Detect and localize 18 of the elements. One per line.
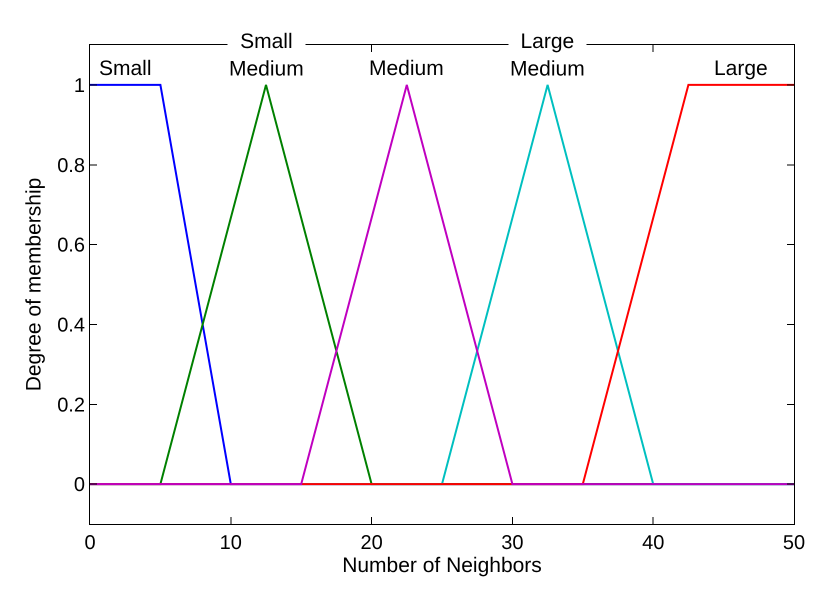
y-tick-label: 0.8 [57, 154, 85, 177]
series-label: Large Medium [510, 30, 585, 80]
x-axis-title: Number of Neighbors [342, 554, 542, 577]
series-label: Small [99, 57, 152, 80]
y-tick-label: 1 [74, 74, 85, 97]
series-label: Large [714, 57, 768, 80]
x-tick-label: 20 [360, 532, 383, 554]
y-tick-label: 0.4 [57, 314, 85, 336]
x-tick-label: 10 [220, 532, 242, 554]
series-label: Small Medium [229, 30, 304, 80]
y-tick-label: 0.2 [57, 394, 85, 416]
x-tick-label: 40 [642, 532, 664, 554]
x-tick-label: 50 [782, 532, 806, 554]
x-tick-label: 30 [501, 532, 524, 554]
y-tick-label: 0 [74, 474, 85, 496]
series-label: Medium [369, 57, 444, 80]
y-axis-title: Degree of membership [22, 178, 46, 392]
y-tick-label: 0.6 [57, 234, 85, 257]
